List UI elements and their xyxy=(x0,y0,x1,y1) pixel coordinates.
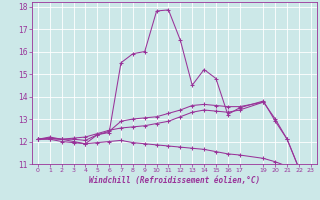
X-axis label: Windchill (Refroidissement éolien,°C): Windchill (Refroidissement éolien,°C) xyxy=(89,176,260,185)
